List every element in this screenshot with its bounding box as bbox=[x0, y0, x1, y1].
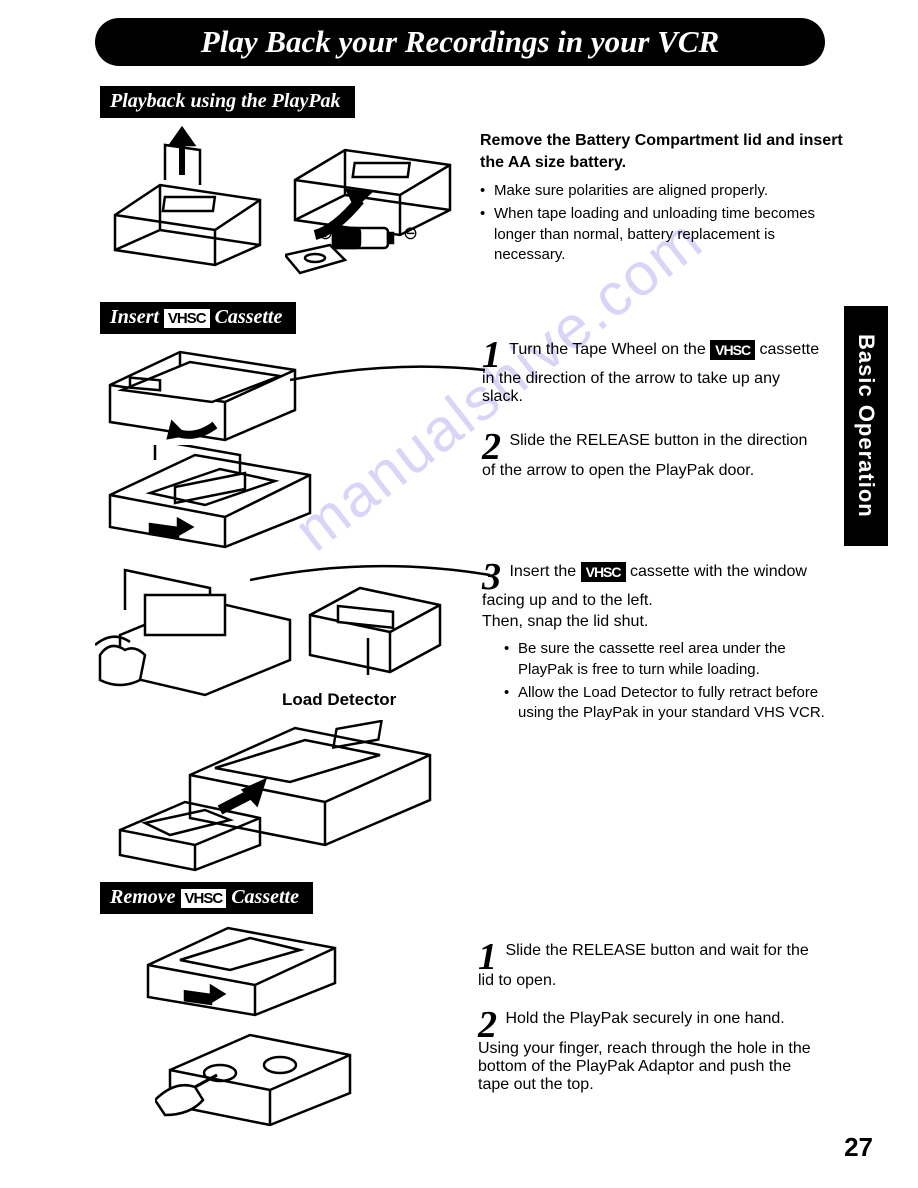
polarity-minus-icon: ⊖ bbox=[403, 223, 418, 244]
step-1-remove: 1 Slide the RELEASE button and wait for … bbox=[478, 942, 818, 990]
subheader-insert: Insert VHSC Cassette bbox=[100, 302, 296, 334]
battery-heading: Remove the Battery Compartment lid and i… bbox=[480, 130, 845, 173]
remove-header-post: Cassette bbox=[226, 886, 299, 908]
illustration-vhsc-cassette bbox=[100, 340, 300, 445]
battery-bullet-1: Make sure polarities are aligned properl… bbox=[480, 181, 845, 201]
load-detector-label: Load Detector bbox=[282, 690, 396, 710]
battery-bullets: Make sure polarities are aligned properl… bbox=[480, 181, 845, 265]
step3-bullet-1: Be sure the cassette reel area under the… bbox=[504, 639, 832, 680]
step3-bold2: cassette bbox=[626, 563, 690, 580]
vhsc-logo-header: VHSC bbox=[164, 309, 210, 328]
step-2-remove: 2 Hold the PlayPak securely in one hand.… bbox=[478, 1010, 823, 1094]
text-battery-instructions: Remove the Battery Compartment lid and i… bbox=[480, 130, 845, 268]
subheader-playback: Playback using the PlayPak bbox=[100, 86, 355, 118]
illustration-remove-release bbox=[140, 920, 340, 1020]
page-number: 27 bbox=[844, 1132, 873, 1163]
step3-bold1: Insert the bbox=[509, 563, 580, 580]
step-1-insert: 1 Turn the Tape Wheel on the VHSC casset… bbox=[482, 340, 822, 406]
illustration-load-detector bbox=[300, 580, 445, 690]
page-title: Play Back your Recordings in your VCR bbox=[95, 18, 825, 66]
remove-step-number-2: 2 bbox=[478, 1010, 497, 1040]
vhsc-logo-step3: VHSC bbox=[581, 562, 626, 582]
connector-line-1 bbox=[290, 360, 490, 390]
step3-bullet-2: Allow the Load Detector to fully retract… bbox=[504, 683, 832, 724]
connector-line-3 bbox=[250, 560, 495, 590]
remove-step-number-1: 1 bbox=[478, 942, 497, 972]
illustration-playpak-release bbox=[100, 445, 315, 550]
insert-header-post: Cassette bbox=[210, 306, 283, 328]
vhsc-logo-remove: VHSC bbox=[181, 889, 227, 908]
illustration-battery-insert bbox=[285, 125, 465, 280]
step2-rest: to open the PlayPak door. bbox=[566, 462, 754, 479]
illustration-battery-lid bbox=[105, 125, 275, 270]
step-2-insert: 2 Slide the RELEASE button in the direct… bbox=[482, 432, 822, 480]
step-number-2: 2 bbox=[482, 432, 501, 462]
battery-bullet-2: When tape loading and unloading time bec… bbox=[480, 204, 845, 265]
illustration-remove-push bbox=[155, 1025, 355, 1135]
step-number-3: 3 bbox=[482, 562, 501, 592]
step3-bullets: Be sure the cassette reel area under the… bbox=[504, 639, 832, 723]
remove-step2-rest: Using your finger, reach through the hol… bbox=[478, 1040, 811, 1093]
step-number-1: 1 bbox=[482, 340, 501, 370]
side-tab-basic-operation: Basic Operation bbox=[844, 306, 888, 546]
remove-header-pre: Remove bbox=[110, 886, 181, 908]
vhsc-logo-step1: VHSC bbox=[710, 340, 755, 360]
insert-header-pre: Insert bbox=[110, 306, 164, 328]
remove-step1-bold: Slide the RELEASE button bbox=[505, 942, 694, 959]
subheader-remove: Remove VHSC Cassette bbox=[100, 882, 313, 914]
step3-bold3: Then, snap the lid shut. bbox=[482, 613, 832, 631]
step1-bold1: Turn the Tape Wheel on the bbox=[509, 341, 710, 358]
illustration-vcr-insert bbox=[115, 720, 435, 875]
step-3-insert: 3 Insert the VHSC cassette with the wind… bbox=[482, 562, 832, 726]
polarity-plus-icon: ⊕ bbox=[318, 223, 333, 244]
remove-step2-bold: Hold the PlayPak securely in one hand. bbox=[505, 1010, 784, 1027]
